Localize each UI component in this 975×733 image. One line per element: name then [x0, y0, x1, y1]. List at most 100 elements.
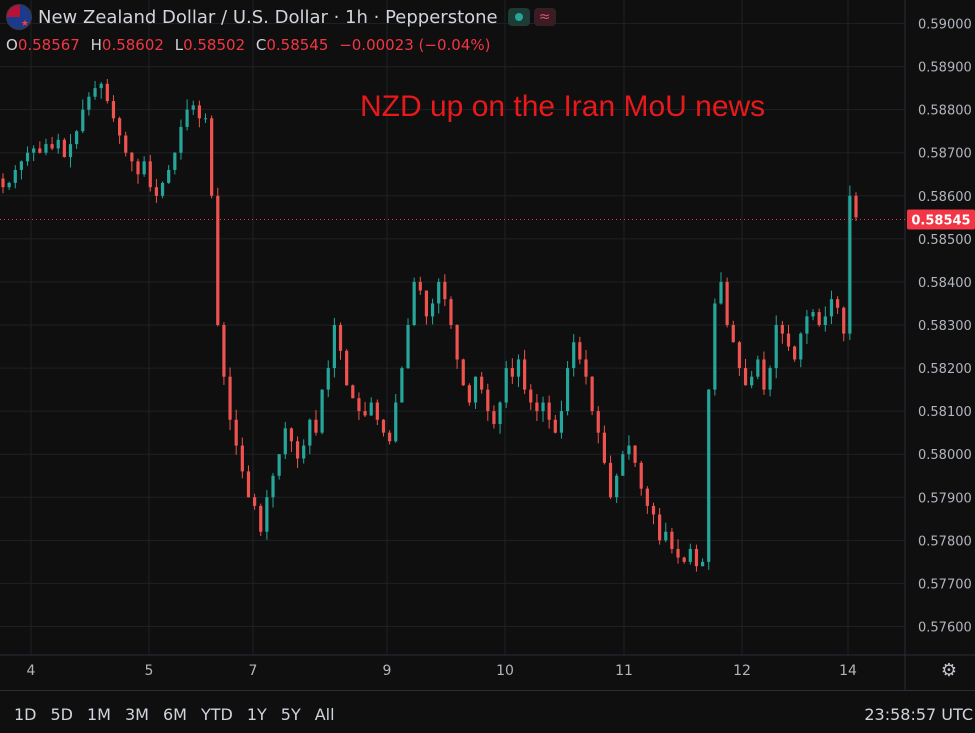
candle-body [449, 299, 453, 325]
candle-body [799, 333, 803, 360]
candle-body [406, 325, 410, 369]
y-tick-label: 0.58000 [918, 448, 972, 463]
candle-body [148, 161, 152, 188]
candle-body [203, 118, 208, 120]
candle-body [124, 135, 128, 153]
range-all[interactable]: All [314, 705, 335, 724]
green-dot-icon[interactable] [507, 8, 530, 26]
candle-body [44, 144, 48, 153]
candle-body [412, 281, 416, 325]
candle-body [835, 299, 840, 308]
low-label: L [174, 36, 184, 54]
candle-body [707, 389, 711, 562]
candle-body [295, 441, 300, 459]
close-value: 0.58545 [266, 36, 329, 54]
candle-body [602, 432, 606, 463]
candle-body [357, 398, 361, 412]
y-tick-label: 0.58200 [918, 362, 972, 377]
candle-body [7, 182, 11, 188]
candle-body [154, 187, 159, 196]
wave-icon[interactable]: ≈ [533, 8, 556, 26]
candle-body [559, 411, 564, 433]
candle-body [19, 161, 24, 170]
settings-gear-icon[interactable]: ⚙ [940, 660, 958, 681]
candle-body [768, 368, 772, 390]
candle-body [388, 432, 392, 442]
candle-body [854, 195, 858, 218]
candle-body [811, 312, 815, 317]
range-5d[interactable]: 5D [50, 705, 74, 724]
candle-body [743, 368, 748, 386]
y-tick-label: 0.58700 [918, 147, 972, 162]
x-tick-label: 5 [145, 663, 154, 679]
candle-body [793, 346, 797, 360]
candle-body [455, 325, 459, 360]
y-tick-label: 0.57900 [918, 491, 972, 506]
range-5y[interactable]: 5Y [280, 705, 301, 724]
candle-body [277, 454, 281, 476]
x-tick-label: 11 [615, 663, 633, 679]
candle-body [584, 359, 588, 377]
candle-body [302, 445, 306, 459]
candle-body [56, 139, 60, 149]
candle-body [400, 368, 404, 403]
candle-body [271, 475, 275, 498]
candle-body [62, 139, 66, 158]
candle-body [50, 144, 54, 149]
open-value: 0.58567 [17, 36, 80, 54]
candle-body [498, 402, 502, 425]
candle-body [590, 376, 594, 412]
candle-body [99, 83, 103, 89]
x-tick-label: 7 [249, 663, 258, 679]
candle-body [418, 281, 422, 291]
candle-body [627, 445, 631, 455]
candle-body [786, 333, 791, 347]
candle-body [117, 118, 122, 136]
candle-body [87, 96, 91, 110]
candle-body [228, 376, 232, 420]
range-3m[interactable]: 3M [124, 705, 149, 724]
candle-body [75, 131, 79, 145]
open-label: O [6, 36, 18, 54]
y-tick-label: 0.58900 [918, 61, 972, 76]
high-value: 0.58602 [101, 36, 164, 54]
candle-body [756, 359, 760, 377]
candle-body [246, 471, 251, 498]
candle-body [326, 368, 330, 390]
candle-body [535, 402, 539, 412]
x-tick-label: 14 [839, 663, 857, 679]
range-1m[interactable]: 1M [87, 705, 111, 724]
range-1d[interactable]: 1D [14, 705, 37, 724]
y-tick-label: 0.57800 [918, 534, 972, 549]
candle-body [265, 497, 269, 532]
candle-body [191, 105, 195, 110]
candle-body [394, 402, 398, 442]
candle-body [621, 454, 625, 476]
low-value: 0.58502 [183, 36, 246, 54]
candle-body [553, 419, 557, 433]
candle-body [338, 325, 343, 351]
candle-body [510, 368, 514, 377]
candle-body [461, 359, 465, 386]
symbol-title[interactable]: New Zealand Dollar / U.S. Dollar · 1h · … [38, 6, 498, 28]
change-value: −0.00023 (−0.04%) [339, 36, 491, 54]
candle-body [105, 83, 109, 102]
candle-body [93, 88, 97, 97]
range-ytd[interactable]: YTD [200, 705, 233, 724]
candle-body [529, 389, 533, 403]
candle-body [486, 389, 490, 412]
candle-body [719, 281, 723, 304]
utc-clock[interactable]: 23:58:57 UTC [864, 705, 973, 724]
range-1y[interactable]: 1Y [246, 705, 267, 724]
candle-body [596, 411, 600, 433]
candle-body [130, 152, 134, 162]
bottom-toolbar: 1D 5D 1M 3M 6M YTD 1Y 5Y All 23:58:57 UTC [0, 690, 975, 733]
range-6m[interactable]: 6M [162, 705, 187, 724]
candle-body [32, 148, 36, 153]
candle-body [817, 312, 821, 325]
x-tick-label: 9 [383, 663, 392, 679]
candle-body [848, 195, 852, 334]
candle-body [664, 531, 668, 541]
high-label: H [90, 36, 102, 54]
candle-body [805, 316, 809, 334]
